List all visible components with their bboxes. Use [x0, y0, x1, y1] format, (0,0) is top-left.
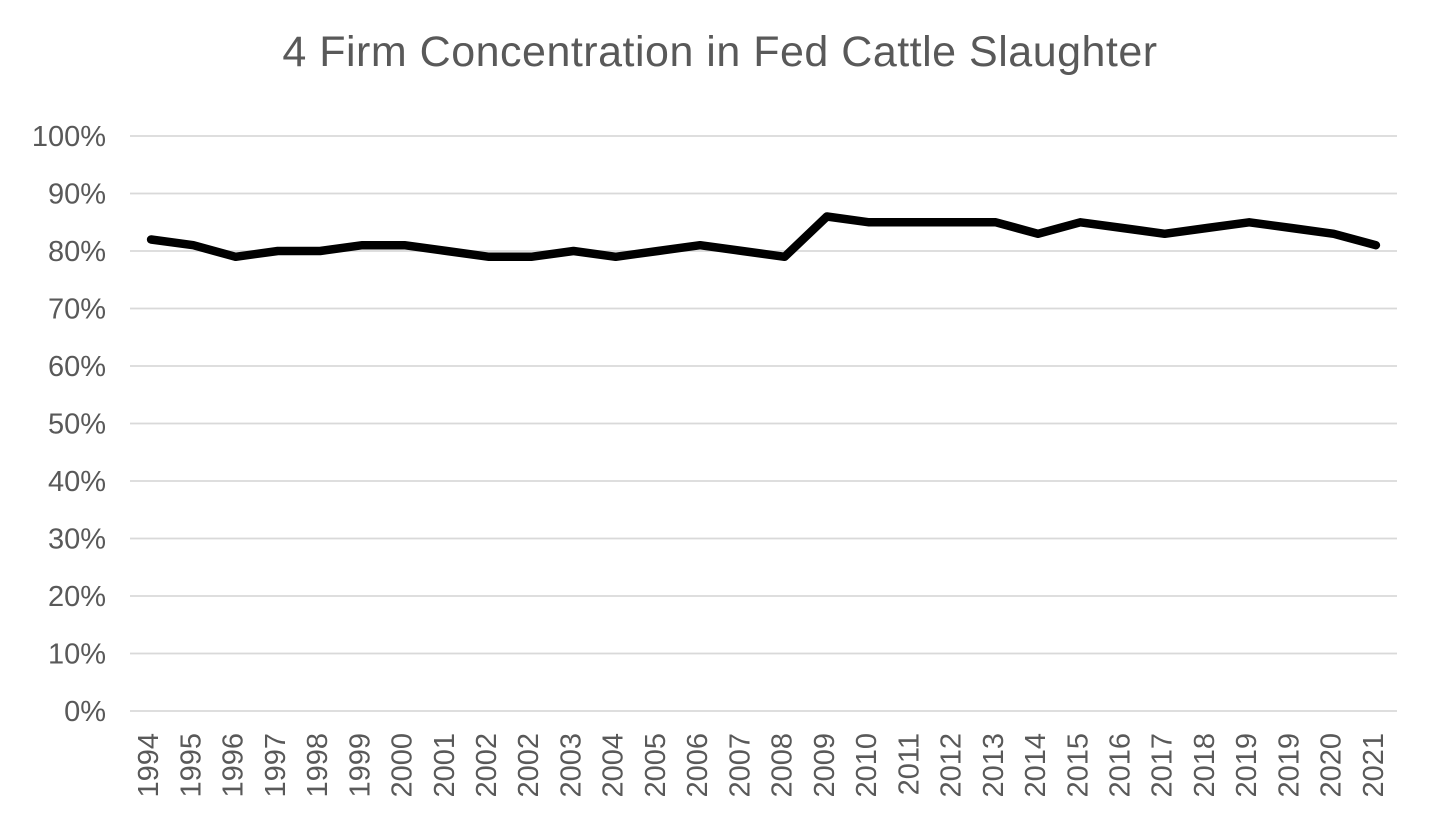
x-axis-tick-label: 2006: [682, 733, 714, 798]
data-line: [146, 212, 1381, 262]
x-axis-tick-label: 2008: [767, 733, 799, 798]
x-axis-tick-label: 1994: [133, 733, 165, 798]
x-axis-tick-label: 2000: [387, 733, 419, 798]
y-axis-tick-label: 70%: [48, 294, 106, 326]
y-axis-tick-label: 30%: [48, 524, 106, 556]
x-axis-tick-label: 2014: [1020, 733, 1052, 798]
x-axis-tick-label: 2017: [1147, 733, 1179, 798]
x-axis-tick-label: 2018: [1189, 733, 1221, 798]
x-axis-tick-label: 2009: [809, 733, 841, 798]
y-axis-tick-label: 20%: [48, 581, 106, 613]
y-axis-tick-label: 60%: [48, 351, 106, 383]
x-axis-tick-label: 2019: [1273, 733, 1305, 798]
x-axis-tick-label: 2002: [513, 733, 545, 798]
x-axis-tick-label: 2013: [978, 733, 1010, 798]
y-axis-tick-label: 0%: [64, 696, 106, 728]
x-axis-tick-label: 2003: [555, 733, 587, 798]
x-axis-tick-label: 1998: [302, 733, 334, 798]
x-axis-tick-label: 2015: [1062, 733, 1094, 798]
y-axis-tick-label: 40%: [48, 466, 106, 498]
y-axis-tick-label: 10%: [48, 639, 106, 671]
chart-title: 4 Firm Concentration in Fed Cattle Slaug…: [282, 28, 1158, 76]
x-axis-tick-label: 2002: [471, 733, 503, 798]
x-axis-tick-label: 2010: [851, 733, 883, 798]
x-axis-tick-label: 2021: [1358, 733, 1390, 798]
x-axis-tick-label: 2012: [936, 733, 968, 798]
x-axis-tick-label: 2004: [598, 733, 630, 798]
x-axis-tick-label: 2016: [1104, 733, 1136, 798]
y-axis-tick-label: 90%: [48, 179, 106, 211]
x-axis-tick-label: 1999: [344, 733, 376, 798]
x-axis-tick-label: 2007: [724, 733, 756, 798]
y-axis-tick-label: 80%: [48, 236, 106, 268]
x-axis-tick-label: 2020: [1316, 733, 1348, 798]
y-axis-tick-label: 50%: [48, 409, 106, 441]
x-axis-tick-label: 2011: [893, 733, 925, 795]
x-axis-tick-label: 2001: [429, 733, 461, 798]
x-axis-tick-label: 1996: [218, 733, 250, 798]
x-axis-tick-label: 1995: [175, 733, 207, 798]
x-axis-tick-label: 2019: [1231, 733, 1263, 798]
x-axis-tick-label: 1997: [260, 733, 292, 798]
x-axis-tick-label: 2005: [640, 733, 672, 798]
y-axis-tick-label: 100%: [32, 121, 106, 153]
